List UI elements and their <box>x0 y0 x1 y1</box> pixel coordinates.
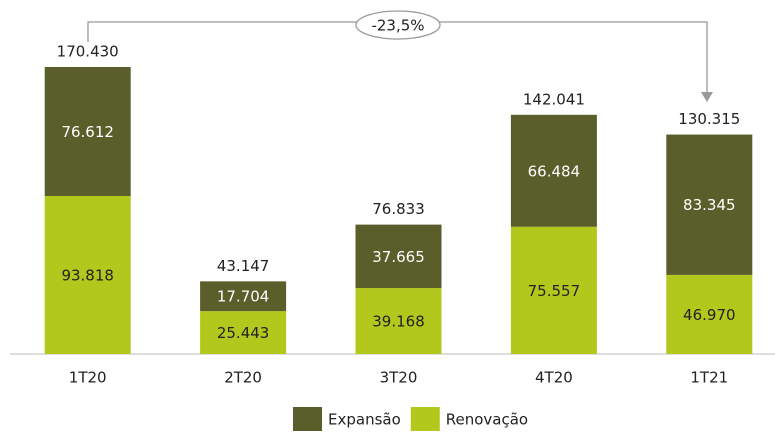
bar-segment <box>44 196 131 354</box>
bar-segment <box>666 274 753 354</box>
bar-segment <box>200 311 287 354</box>
total-label: 43.147 <box>217 257 270 275</box>
bar-segment <box>355 288 442 354</box>
legend-swatch <box>410 407 440 431</box>
bar-segment <box>510 114 597 227</box>
total-label: 142.041 <box>523 90 585 108</box>
arrow-head <box>701 92 713 102</box>
value-label: 76.612 <box>61 123 114 141</box>
annotation-bubble <box>355 10 441 40</box>
bar-segment <box>44 67 131 197</box>
value-label: 66.484 <box>528 162 581 180</box>
value-label: 46.970 <box>683 306 736 324</box>
legend-label: Expansão <box>328 411 401 429</box>
value-label: 37.665 <box>372 248 425 266</box>
legend-swatch <box>293 407 322 431</box>
value-label: 93.818 <box>61 267 114 285</box>
value-label: 75.557 <box>528 282 581 300</box>
value-label: 25.443 <box>217 324 270 342</box>
x-tick-label: 1T20 <box>69 369 107 387</box>
x-tick-label: 1T21 <box>690 369 728 387</box>
bar-segment <box>355 224 442 289</box>
value-label: 17.704 <box>217 288 270 306</box>
bar-segment <box>200 281 287 312</box>
value-label: 83.345 <box>683 196 736 214</box>
bar-segment <box>666 134 753 275</box>
bar-segment <box>510 226 597 354</box>
x-tick-label: 4T20 <box>535 369 573 387</box>
x-tick-label: 2T20 <box>224 369 262 387</box>
x-tick-label: 3T20 <box>380 369 418 387</box>
legend-label: Renovação <box>446 411 528 429</box>
value-label: 39.168 <box>372 313 425 331</box>
total-label: 130.315 <box>678 110 740 128</box>
annotation: -23,5% <box>371 17 424 35</box>
total-label: 76.833 <box>372 200 425 218</box>
total-label: 170.430 <box>57 43 119 61</box>
